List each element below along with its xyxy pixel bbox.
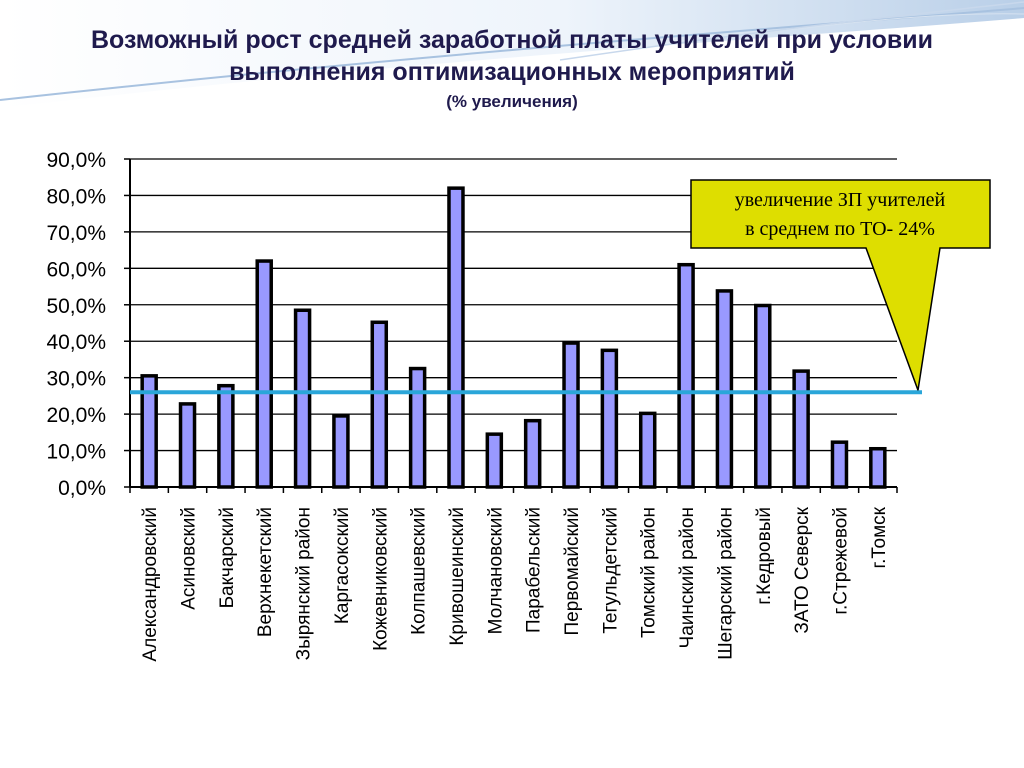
x-category-label: Кожевниковский bbox=[370, 507, 391, 651]
bar bbox=[830, 440, 849, 489]
x-category-label: Молчановский bbox=[485, 507, 506, 634]
y-tick-label: 10,0% bbox=[46, 441, 106, 464]
x-category-label: Верхнекетский bbox=[255, 507, 276, 637]
bar bbox=[370, 320, 389, 489]
title-line-1: Возможный рост средней заработной платы … bbox=[90, 26, 934, 54]
bar bbox=[293, 308, 312, 489]
y-tick-label: 90,0% bbox=[46, 149, 106, 172]
y-tick-label: 30,0% bbox=[46, 368, 106, 391]
x-category-label: Александровский bbox=[140, 507, 161, 662]
y-tick-label: 80,0% bbox=[46, 185, 106, 208]
x-category-label: г.Томск bbox=[869, 506, 890, 568]
y-tick-labels: 0,0% 10,0% 20,0% 30,0% 40,0% 50,0% 60,0% 70,0% 8… bbox=[46, 149, 106, 500]
bar bbox=[638, 411, 657, 489]
y-tick-label: 60,0% bbox=[46, 258, 106, 281]
bar bbox=[792, 369, 810, 489]
x-category-label: Зырянский район bbox=[294, 507, 315, 660]
bar bbox=[332, 414, 350, 489]
y-tick-label: 50,0% bbox=[46, 295, 106, 318]
axes bbox=[124, 158, 898, 493]
bar bbox=[447, 186, 465, 489]
bar bbox=[715, 289, 734, 489]
x-category-label: ЗАТО Северск bbox=[792, 506, 813, 633]
header-swoosh-line bbox=[559, 1, 1024, 61]
bar bbox=[562, 341, 580, 489]
bar bbox=[408, 366, 427, 489]
y-tick-label: 40,0% bbox=[46, 331, 106, 354]
bar bbox=[869, 446, 887, 489]
callout-box bbox=[690, 179, 991, 391]
bar bbox=[754, 303, 772, 489]
x-category-labels: Александровский Асиновский Бакчарский Верхн… bbox=[140, 506, 890, 661]
callout-line-2: в среднем по ТО- 24% bbox=[745, 218, 935, 240]
bar bbox=[600, 348, 619, 489]
bar bbox=[255, 259, 273, 489]
slide-title: Возможный рост средней заработной платы … bbox=[0, 24, 1024, 114]
bar bbox=[178, 402, 197, 489]
x-category-label: Каргасокский bbox=[332, 507, 353, 624]
x-category-label: Первомайский bbox=[562, 507, 583, 636]
callout-text: увеличение ЗП учителей в среднем по ТО- … bbox=[692, 186, 988, 244]
title-line-2: выполнения оптимизационных мероприятий bbox=[229, 58, 795, 86]
callout-line-1: увеличение ЗП учителей bbox=[734, 189, 946, 211]
x-category-label: Кривошеинский bbox=[447, 507, 468, 646]
x-category-label: Томский район bbox=[639, 507, 660, 638]
x-category-label: г.Стрежевой bbox=[830, 507, 851, 615]
y-tick-label: 0,0% bbox=[58, 477, 106, 500]
bar bbox=[485, 432, 504, 489]
x-category-label: Асиновский bbox=[179, 507, 200, 610]
x-category-label: Бакчарский bbox=[217, 507, 238, 608]
header-swoosh bbox=[0, 0, 1024, 108]
y-tick-label: 70,0% bbox=[46, 222, 106, 245]
bar bbox=[523, 418, 542, 489]
bar bbox=[217, 383, 235, 489]
bar bbox=[677, 262, 695, 489]
x-category-label: г.Кедровый bbox=[754, 507, 775, 605]
slide-subtitle: (% увеличения) bbox=[446, 92, 578, 111]
header-swoosh-line bbox=[699, 13, 1024, 43]
y-tick-label: 20,0% bbox=[46, 404, 106, 427]
x-category-label: Чаинский район bbox=[677, 507, 698, 648]
x-category-label: Колпашевский bbox=[409, 507, 430, 635]
x-category-label: Тегульдетский bbox=[600, 507, 621, 634]
x-category-label: Шегарский район bbox=[715, 507, 736, 660]
x-category-label: Парабельский bbox=[524, 507, 545, 633]
